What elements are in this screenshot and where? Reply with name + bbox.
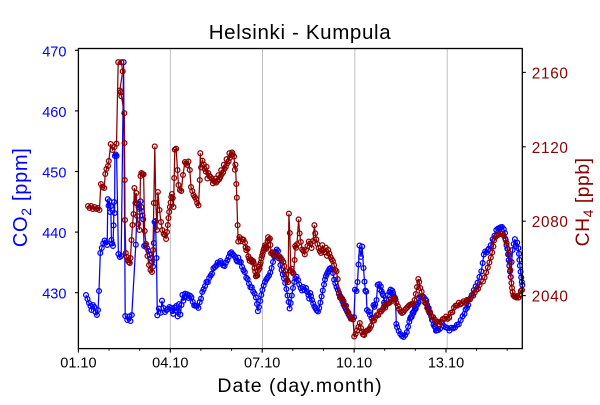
svg-text:Date (day.month): Date (day.month) <box>217 375 382 397</box>
svg-text:13.10: 13.10 <box>428 356 464 372</box>
svg-text:2040: 2040 <box>532 289 569 306</box>
svg-text:460: 460 <box>42 105 66 121</box>
svg-text:430: 430 <box>42 287 66 303</box>
svg-text:CO2 [ppm]: CO2 [ppm] <box>10 147 34 247</box>
svg-text:2120: 2120 <box>532 140 569 157</box>
svg-text:01.10: 01.10 <box>60 356 96 372</box>
svg-text:2080: 2080 <box>532 214 569 231</box>
svg-text:10.10: 10.10 <box>336 356 372 372</box>
svg-text:440: 440 <box>42 226 66 242</box>
svg-text:2160: 2160 <box>532 65 569 82</box>
svg-text:450: 450 <box>42 166 66 182</box>
svg-text:07.10: 07.10 <box>244 356 280 372</box>
svg-text:470: 470 <box>42 44 66 60</box>
svg-text:CH4 [ppb]: CH4 [ppb] <box>573 157 596 246</box>
svg-text:04.10: 04.10 <box>152 356 188 372</box>
svg-text:Helsinki - Kumpula: Helsinki - Kumpula <box>209 21 392 44</box>
